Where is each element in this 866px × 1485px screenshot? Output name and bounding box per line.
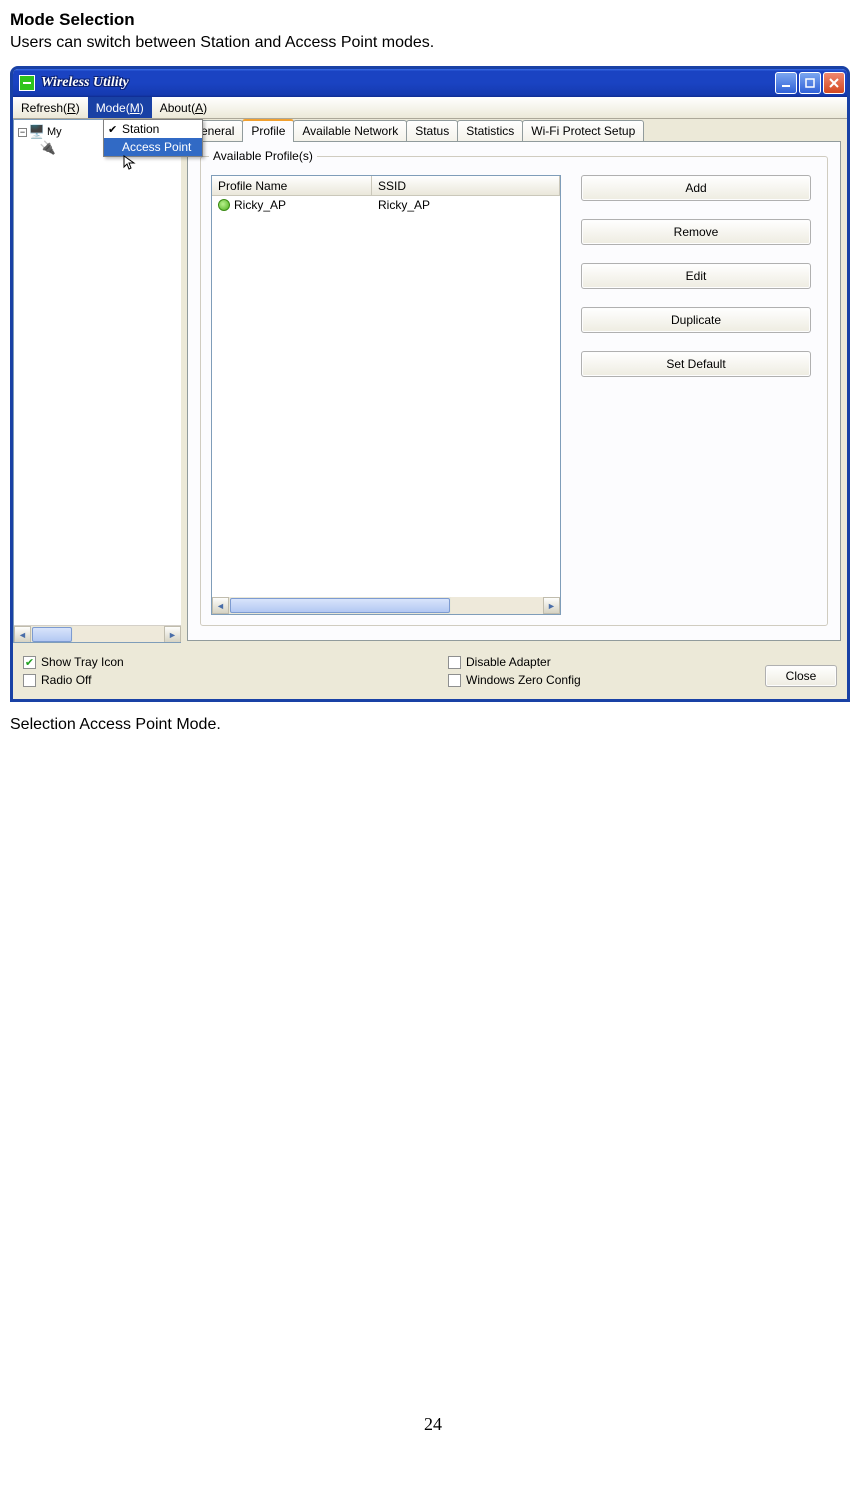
tree-horizontal-scrollbar[interactable]: ◄ ► xyxy=(14,625,181,642)
doc-caption: Selection Access Point Mode. xyxy=(10,716,856,734)
duplicate-button[interactable]: Duplicate xyxy=(581,307,811,333)
tab-available-network[interactable]: Available Network xyxy=(293,120,407,141)
list-horizontal-scrollbar[interactable]: ◄ ► xyxy=(212,597,560,614)
doc-heading: Mode Selection xyxy=(10,10,856,30)
close-button[interactable]: Close xyxy=(765,665,837,687)
tree-item-label: My xyxy=(47,126,62,138)
mode-option-label: Station xyxy=(122,122,159,136)
minimize-button[interactable] xyxy=(775,72,797,94)
right-pane: eneral Profile Available Network Status … xyxy=(181,119,847,699)
titlebar[interactable]: Wireless Utility xyxy=(13,69,847,97)
scroll-right-icon[interactable]: ► xyxy=(164,626,181,643)
signal-icon xyxy=(218,199,230,211)
menu-mode[interactable]: Mode(M) xyxy=(88,97,152,118)
tabstrip: eneral Profile Available Network Status … xyxy=(197,119,841,141)
checkbox-radio-off[interactable]: Radio Off xyxy=(23,673,448,687)
profile-ssid-value: Ricky_AP xyxy=(378,198,430,212)
page-number: 24 xyxy=(10,1414,856,1435)
scroll-left-icon[interactable]: ◄ xyxy=(212,597,229,614)
menu-refresh[interactable]: Refresh(R) xyxy=(13,97,88,118)
tab-panel: Available Profile(s) Profile Name SSID R… xyxy=(187,141,841,641)
computer-icon: 🖥️ xyxy=(29,124,45,140)
checkbox-icon xyxy=(23,674,36,687)
maximize-button[interactable] xyxy=(799,72,821,94)
close-window-button[interactable] xyxy=(823,72,845,94)
tab-statistics[interactable]: Statistics xyxy=(457,120,523,141)
mode-option-access-point[interactable]: Access Point xyxy=(104,138,202,156)
tab-wifi-protect-setup[interactable]: Wi-Fi Protect Setup xyxy=(522,120,644,141)
adapter-icon: 🔌 xyxy=(40,140,56,156)
tab-status[interactable]: Status xyxy=(406,120,458,141)
menubar: Refresh(R) Mode(M) About(A) xyxy=(13,97,847,119)
list-header: Profile Name SSID xyxy=(212,176,560,196)
scroll-right-icon[interactable]: ► xyxy=(543,597,560,614)
window-title: Wireless Utility xyxy=(41,75,775,91)
set-default-button[interactable]: Set Default xyxy=(581,351,811,377)
groupbox-label: Available Profile(s) xyxy=(209,149,317,163)
scroll-thumb[interactable] xyxy=(32,627,72,642)
menu-about[interactable]: About(A) xyxy=(152,97,215,118)
checkbox-windows-zero-config[interactable]: Windows Zero Config xyxy=(448,673,765,687)
edit-button[interactable]: Edit xyxy=(581,263,811,289)
action-buttons: Add Remove Edit Duplicate Set Default xyxy=(581,175,811,615)
check-icon: ✔ xyxy=(108,123,118,136)
remove-button[interactable]: Remove xyxy=(581,219,811,245)
tab-profile[interactable]: Profile xyxy=(242,119,294,142)
tree-collapse-icon[interactable]: − xyxy=(18,128,27,137)
checkbox-label: Windows Zero Config xyxy=(466,673,581,687)
tab-general[interactable]: eneral xyxy=(197,120,243,141)
client-area: ✔ Station Access Point − 🖥️ My xyxy=(13,119,847,699)
app-icon xyxy=(19,75,35,91)
mode-option-station[interactable]: ✔ Station xyxy=(104,120,202,138)
checkbox-icon xyxy=(448,674,461,687)
checkbox-label: Show Tray Icon xyxy=(41,655,124,669)
list-item[interactable]: Ricky_AP Ricky_AP xyxy=(212,196,560,214)
checkbox-label: Disable Adapter xyxy=(466,655,551,669)
tree-pane: − 🖥️ My 🔌 ◄ ► xyxy=(13,119,181,643)
mode-option-label: Access Point xyxy=(122,140,191,154)
bottom-bar: ✔ Show Tray Icon Radio Off Disable Adapt… xyxy=(13,649,847,699)
checkbox-show-tray[interactable]: ✔ Show Tray Icon xyxy=(23,655,448,669)
profile-list[interactable]: Profile Name SSID Ricky_AP Ricky_AP xyxy=(211,175,561,615)
mode-dropdown: ✔ Station Access Point xyxy=(103,119,203,157)
profile-name-value: Ricky_AP xyxy=(234,198,286,212)
doc-paragraph: Users can switch between Station and Acc… xyxy=(10,34,856,52)
checkbox-icon: ✔ xyxy=(23,656,36,669)
column-profile-name[interactable]: Profile Name xyxy=(212,176,372,195)
scroll-thumb[interactable] xyxy=(230,598,450,613)
scroll-left-icon[interactable]: ◄ xyxy=(14,626,31,643)
checkbox-label: Radio Off xyxy=(41,673,91,687)
checkbox-icon xyxy=(448,656,461,669)
checkbox-disable-adapter[interactable]: Disable Adapter xyxy=(448,655,765,669)
add-button[interactable]: Add xyxy=(581,175,811,201)
app-window: Wireless Utility Refresh(R) Mode(M) xyxy=(10,66,850,702)
column-ssid[interactable]: SSID xyxy=(372,176,560,195)
profiles-groupbox: Available Profile(s) Profile Name SSID R… xyxy=(200,156,828,626)
